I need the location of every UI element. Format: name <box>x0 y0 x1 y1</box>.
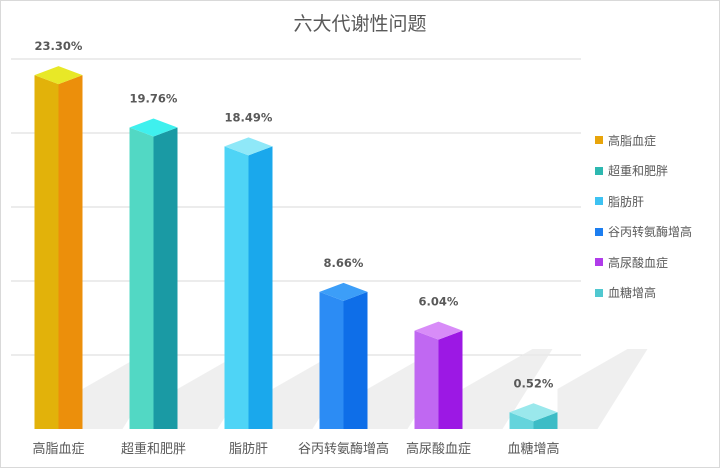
legend-label: 高尿酸血症 <box>608 255 669 270</box>
legend-swatch <box>595 166 603 175</box>
legend-swatch <box>595 197 603 206</box>
legend-item: 脂肪肝 <box>595 186 692 217</box>
bar-top-face <box>34 66 83 85</box>
bar-top-face <box>224 137 273 156</box>
chart-legend: 高脂血症超重和肥胖脂肪肝谷丙转氨酶增高 高尿酸血症血糖增高 <box>595 125 692 308</box>
data-label: 18.49% <box>225 110 273 124</box>
x-tick-label: 高尿酸血症 <box>406 441 471 457</box>
bar-front-face <box>129 127 154 429</box>
data-label: 23.30% <box>35 39 83 53</box>
data-label: 6.04% <box>419 295 459 309</box>
bar-top-face <box>414 321 463 340</box>
legend-label: 超重和肥胖 <box>608 164 669 179</box>
legend-label: 血糖增高 <box>608 286 657 301</box>
legend-item: 血糖增高 <box>595 278 692 309</box>
data-label: 0.52% <box>514 376 554 390</box>
legend-item: 高脂血症 <box>595 125 692 156</box>
x-tick-label: 脂肪肝 <box>229 441 268 457</box>
legend-label: 谷丙转氨酶增高 <box>608 225 693 240</box>
x-tick-label: 高脂血症 <box>32 441 84 457</box>
legend-label: 高脂血症 <box>608 133 657 148</box>
bar-side-face <box>58 75 83 429</box>
x-tick-label: 超重和肥胖 <box>121 441 186 457</box>
x-tick-label: 血糖增高 <box>507 441 559 457</box>
data-label: 8.66% <box>324 256 364 270</box>
legend-swatch <box>595 258 603 267</box>
legend-item: 高尿酸血症 <box>595 247 692 278</box>
legend-item: 谷丙转氨酶增高 <box>595 217 692 248</box>
bar-front-face <box>224 146 249 429</box>
bar-front-face <box>319 291 344 429</box>
bar-side-face <box>248 146 273 429</box>
bar-side-face <box>343 291 368 429</box>
legend-swatch <box>595 136 603 145</box>
bar-top-face <box>319 282 368 301</box>
bar-side-face <box>153 127 178 429</box>
bar-top-face <box>509 403 558 422</box>
bar-shadow <box>557 349 648 429</box>
legend-label: 脂肪肝 <box>608 194 645 209</box>
legend-swatch <box>595 227 603 236</box>
legend-swatch <box>595 288 603 297</box>
bar-front-face <box>509 412 534 429</box>
bar-side-face <box>533 412 558 429</box>
bar-front-face <box>34 75 59 429</box>
data-label: 19.76% <box>130 92 178 106</box>
chart-title: 六大代谢性问题 <box>293 13 427 35</box>
bar-top-face <box>129 118 178 137</box>
bar-front-face <box>414 330 439 429</box>
legend-item: 超重和肥胖 <box>595 156 692 187</box>
bar-side-face <box>438 330 463 429</box>
x-tick-label: 谷丙转氨酶增高 <box>298 441 389 457</box>
bar-shadow <box>462 349 553 429</box>
